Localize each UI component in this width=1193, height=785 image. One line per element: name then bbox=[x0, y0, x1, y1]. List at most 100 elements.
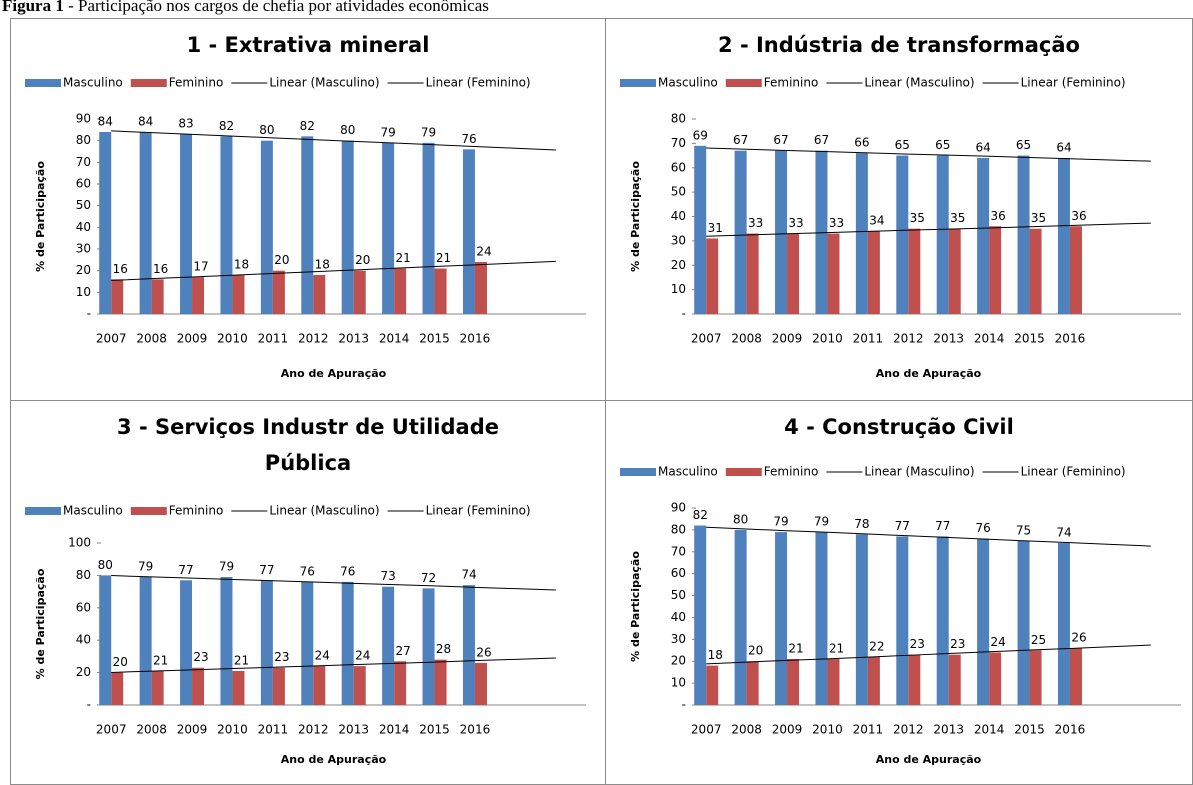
bar bbox=[151, 670, 164, 705]
legend-label: Masculino bbox=[63, 504, 123, 518]
x-tick-label: 2014 bbox=[974, 332, 1005, 346]
y-axis-title: % de Participação bbox=[34, 568, 47, 679]
y-tick-label: 60 bbox=[76, 177, 91, 191]
bar bbox=[260, 140, 273, 314]
legend-label: Linear (Masculino) bbox=[269, 76, 379, 90]
x-tick-label: 2015 bbox=[419, 723, 450, 737]
bar bbox=[99, 575, 112, 705]
data-label: 21 bbox=[153, 653, 168, 667]
data-label: 67 bbox=[733, 133, 748, 147]
legend-label: Linear (Feminino) bbox=[426, 504, 531, 518]
bar bbox=[220, 577, 233, 705]
x-tick-label: 2014 bbox=[379, 723, 410, 737]
x-tick-label: 2007 bbox=[691, 332, 722, 346]
bar bbox=[462, 149, 475, 314]
data-label: 23 bbox=[910, 637, 925, 651]
bar bbox=[867, 231, 880, 314]
x-axis-title: Ano de Apuração bbox=[876, 367, 982, 380]
x-tick-label: 2015 bbox=[1014, 332, 1045, 346]
bar bbox=[111, 672, 124, 705]
legend-swatch bbox=[25, 79, 61, 87]
bar bbox=[301, 136, 314, 314]
trend-line bbox=[706, 526, 1151, 547]
bar bbox=[775, 150, 788, 314]
y-axis-title: % de Participação bbox=[34, 161, 47, 272]
data-label: 76 bbox=[340, 564, 355, 578]
data-label: 23 bbox=[274, 650, 289, 664]
data-label: 23 bbox=[950, 637, 965, 651]
bar bbox=[353, 270, 366, 314]
bar bbox=[775, 532, 788, 705]
bar bbox=[694, 145, 707, 314]
bar bbox=[706, 665, 719, 705]
chart: Masculino Feminino Linear (Masculino) Linea… bbox=[25, 76, 586, 380]
legend-label: Linear (Masculino) bbox=[864, 76, 974, 90]
y-tick-label: 40 bbox=[671, 209, 686, 223]
data-label: 36 bbox=[1071, 209, 1086, 223]
bar bbox=[855, 534, 868, 705]
bar bbox=[989, 652, 1002, 705]
data-label: 79 bbox=[773, 515, 788, 529]
bar bbox=[180, 134, 193, 314]
legend-label: Linear (Feminino) bbox=[1021, 76, 1126, 90]
bar bbox=[1017, 155, 1030, 314]
y-tick-label: 10 bbox=[76, 285, 91, 299]
caption-text: - Participação nos cargos de chefia por … bbox=[68, 0, 489, 15]
data-label: 18 bbox=[708, 648, 723, 662]
bar bbox=[867, 656, 880, 705]
data-label: 24 bbox=[476, 245, 491, 259]
bar bbox=[462, 585, 475, 705]
bar bbox=[313, 666, 326, 705]
data-label: 77 bbox=[895, 519, 910, 533]
chart-title: 1 - Extrativa mineral bbox=[186, 33, 430, 57]
bar bbox=[936, 155, 949, 314]
bar bbox=[232, 275, 245, 314]
bar bbox=[948, 228, 961, 314]
data-label: 21 bbox=[395, 251, 410, 265]
chart-title: 2 - Indústria de transformação bbox=[718, 33, 1080, 57]
data-label: 78 bbox=[854, 517, 869, 531]
data-label: 16 bbox=[113, 262, 128, 276]
x-tick-label: 2009 bbox=[772, 723, 803, 737]
x-tick-label: 2007 bbox=[96, 332, 127, 346]
bar bbox=[1057, 543, 1070, 705]
bar bbox=[220, 136, 233, 314]
x-tick-label: 2012 bbox=[298, 332, 329, 346]
data-label: 18 bbox=[234, 258, 249, 272]
y-tick-label: 70 bbox=[671, 544, 686, 558]
y-tick-label: 40 bbox=[671, 610, 686, 624]
data-label: 80 bbox=[733, 512, 748, 526]
data-label: 67 bbox=[814, 133, 829, 147]
legend-swatch bbox=[130, 79, 167, 87]
bar bbox=[787, 659, 800, 705]
chart-panel: Masculino Feminino Linear (Masculino) Linea… bbox=[10, 400, 606, 785]
data-label: 24 bbox=[355, 649, 370, 663]
trend-line bbox=[111, 260, 556, 281]
bar bbox=[382, 142, 395, 314]
y-tick-label: 70 bbox=[671, 136, 686, 150]
data-label: 80 bbox=[340, 123, 355, 137]
data-label: 79 bbox=[219, 560, 234, 574]
bar bbox=[706, 238, 719, 314]
y-tick-label: - bbox=[87, 307, 91, 321]
bar bbox=[746, 233, 759, 314]
x-tick-label: 2013 bbox=[338, 332, 369, 346]
trend-line bbox=[706, 147, 1151, 162]
bar bbox=[936, 536, 949, 705]
bar bbox=[1029, 228, 1042, 314]
bar bbox=[1017, 540, 1030, 705]
bar bbox=[1069, 648, 1082, 705]
data-label: 67 bbox=[773, 133, 788, 147]
y-tick-label: 20 bbox=[671, 654, 686, 668]
legend-label: Masculino bbox=[63, 76, 123, 90]
bar bbox=[855, 153, 868, 314]
data-label: 77 bbox=[935, 519, 950, 533]
data-label: 21 bbox=[788, 642, 803, 656]
data-label: 20 bbox=[113, 655, 128, 669]
bar bbox=[827, 659, 840, 705]
y-tick-label: - bbox=[682, 307, 686, 321]
chart-title: 4 - Construção Civil bbox=[784, 415, 1014, 439]
x-tick-label: 2012 bbox=[298, 723, 329, 737]
data-label: 66 bbox=[854, 136, 869, 150]
